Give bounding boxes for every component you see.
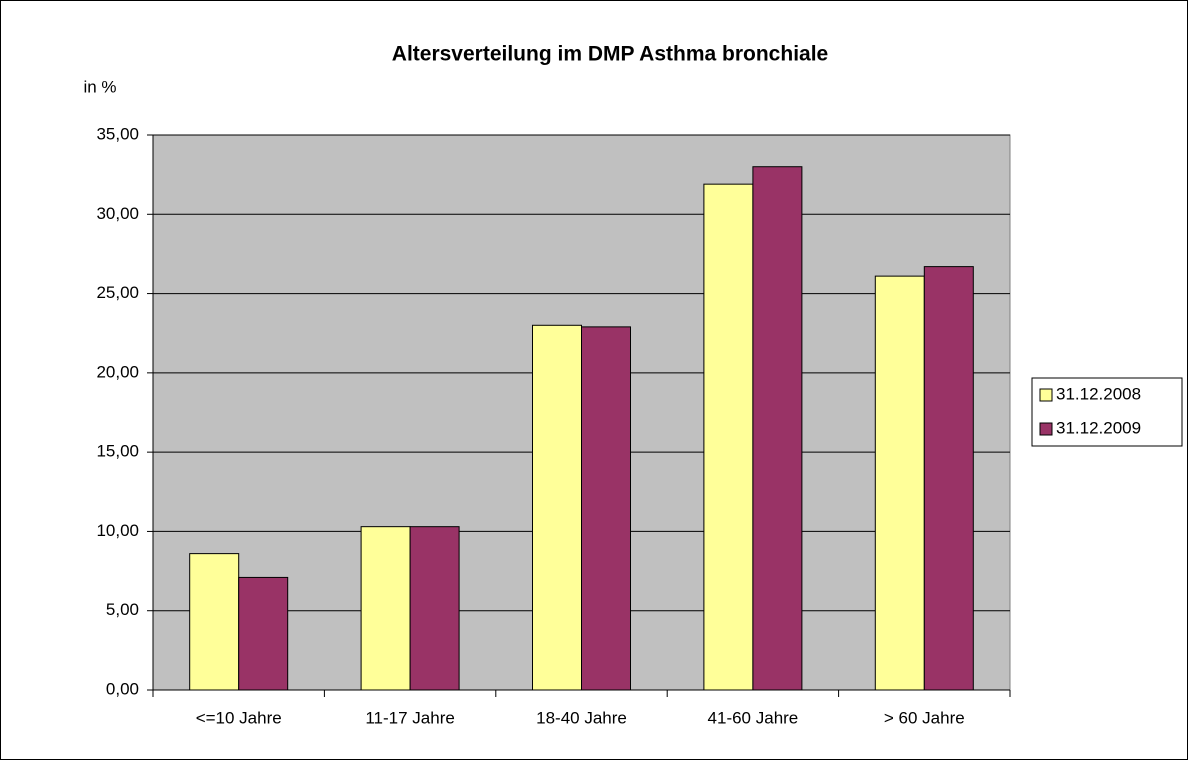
y-tick-label: 25,00 [96, 283, 139, 302]
bar [874, 275, 925, 691]
bar [752, 166, 803, 691]
legend [1031, 377, 1183, 447]
x-tick-label: > 60 Jahre [884, 708, 965, 727]
legend-swatch [1039, 422, 1053, 436]
x-tick-label: 41-60 Jahre [708, 708, 799, 727]
legend-label: 31.12.2009 [1056, 418, 1141, 437]
y-tick-label: 5,00 [106, 600, 139, 619]
y-tick-label: 35,00 [96, 124, 139, 143]
bar [409, 526, 460, 691]
x-tick-label: 11-17 Jahre [365, 708, 454, 727]
y-tick-label: 15,00 [96, 442, 139, 461]
legend-label: 31.12.2008 [1056, 384, 1141, 403]
bar [532, 324, 582, 691]
bar [189, 553, 240, 691]
y-tick-label: 10,00 [96, 521, 139, 540]
x-tick-label: 18-40 Jahre [536, 708, 627, 727]
y-tick-label: 0,00 [106, 679, 139, 698]
bar [703, 183, 754, 691]
y-axis-label: in % [83, 77, 116, 96]
chart-title: Altersverteilung im DMP Asthma bronchial… [392, 43, 828, 66]
bar [360, 526, 411, 691]
legend-swatch [1039, 388, 1053, 402]
bar [581, 326, 631, 691]
y-tick-label: 30,00 [96, 204, 139, 223]
y-tick-label: 20,00 [96, 362, 139, 381]
x-tick-label: <=10 Jahre [196, 708, 282, 727]
bar [238, 576, 289, 691]
bar [923, 266, 974, 691]
